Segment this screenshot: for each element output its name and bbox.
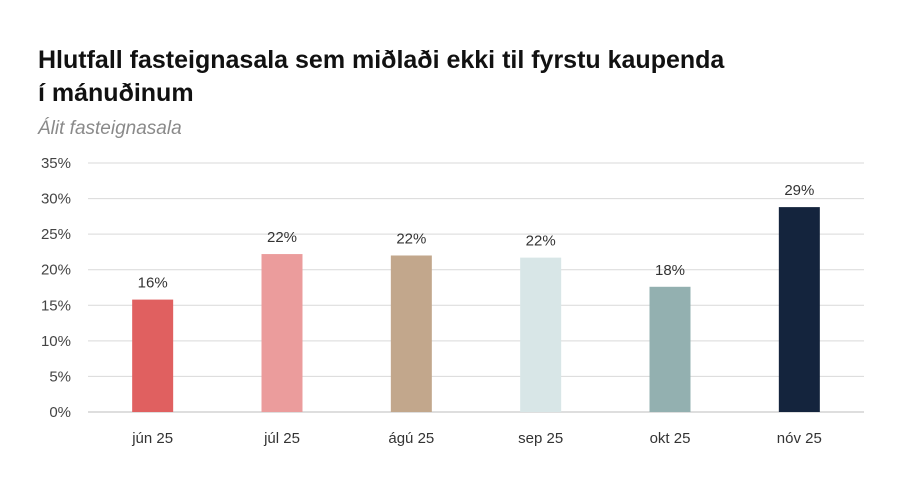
x-tick-label: ágú 25 — [388, 430, 434, 447]
y-tick-label: 20% — [41, 262, 71, 279]
x-tick-label: jún 25 — [131, 430, 173, 447]
bar-4 — [520, 257, 562, 412]
y-tick-label: 15% — [41, 297, 71, 314]
chart-title: Hlutfall fasteignasala sem miðlaði ekki … — [38, 46, 725, 107]
data-label: 29% — [784, 182, 814, 199]
chart-subtitle: Álit fasteignasala — [38, 118, 182, 139]
y-tick-label: 5% — [49, 368, 71, 385]
data-label: 22% — [396, 230, 426, 247]
bar-1 — [132, 299, 174, 412]
x-tick-label: júl 25 — [263, 430, 300, 447]
bar-6 — [778, 207, 820, 412]
y-tick-label: 25% — [41, 226, 71, 243]
bar-2 — [261, 254, 303, 412]
y-tick-label: 0% — [49, 404, 71, 421]
data-label: 16% — [138, 275, 168, 292]
x-tick-label: nóv 25 — [777, 430, 822, 447]
data-label: 22% — [526, 233, 556, 250]
bar-3 — [390, 255, 432, 412]
y-tick-label: 10% — [41, 333, 71, 350]
data-label: 22% — [267, 229, 297, 246]
y-tick-label: 35% — [41, 155, 71, 172]
x-tick-label: sep 25 — [518, 430, 563, 447]
x-tick-label: okt 25 — [650, 430, 691, 447]
data-label: 18% — [655, 262, 685, 279]
y-tick-label: 30% — [41, 191, 71, 208]
bar-5 — [649, 286, 691, 412]
